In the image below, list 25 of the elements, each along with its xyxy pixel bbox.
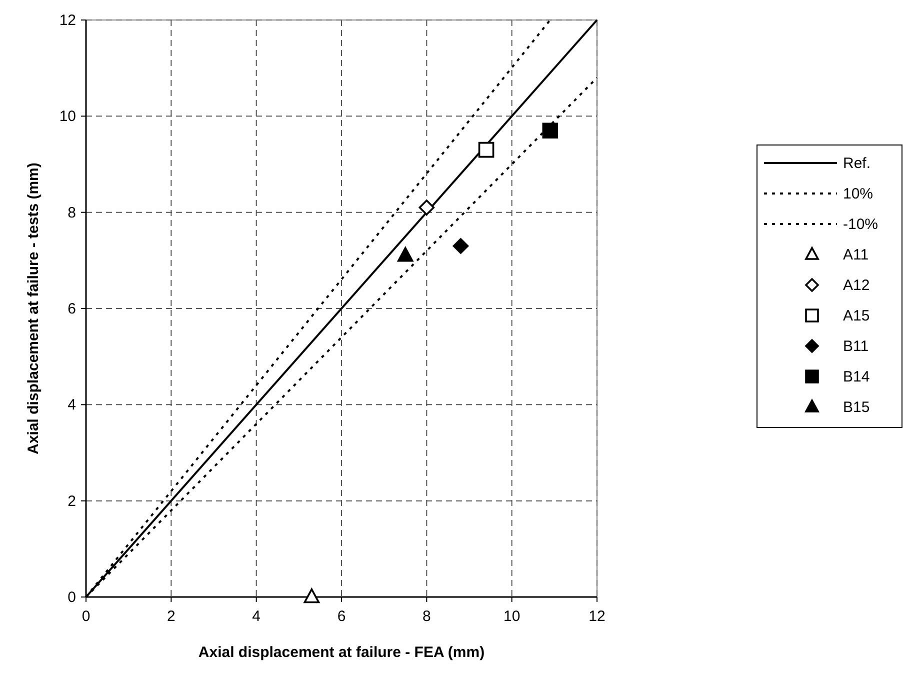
legend-label: -10% xyxy=(843,216,878,233)
y-axis-title: Axial displacement at failure - tests (mm) xyxy=(25,162,42,454)
legend-label: B14 xyxy=(843,368,870,386)
x-tick-label: 12 xyxy=(588,608,606,625)
legend-label: 10% xyxy=(843,186,874,202)
y-tick-label: 4 xyxy=(68,396,76,414)
x-tick-label: 6 xyxy=(337,608,346,625)
y-tick-label: 0 xyxy=(68,589,76,606)
y-tick-label: 2 xyxy=(68,492,76,510)
y-tick-label: 12 xyxy=(59,12,76,29)
y-tick-label: 10 xyxy=(59,108,76,126)
y-tick-label: 8 xyxy=(68,204,76,222)
x-tick-label: 0 xyxy=(82,608,90,625)
legend-label: B11 xyxy=(843,338,869,355)
legend-label: B15 xyxy=(843,399,870,416)
y-tick-label: 6 xyxy=(68,300,76,318)
legend-label: Ref. xyxy=(843,155,871,172)
legend-label: A15 xyxy=(843,308,870,324)
legend-label: A12 xyxy=(843,277,870,294)
legend-label: A11 xyxy=(843,246,869,264)
x-axis-title: Axial displacement at failure - FEA (mm) xyxy=(198,644,485,661)
x-tick-label: 2 xyxy=(166,608,176,625)
x-tick-label: 10 xyxy=(503,608,520,625)
x-tick-label: 8 xyxy=(422,608,431,625)
x-tick-label: 4 xyxy=(252,608,261,625)
